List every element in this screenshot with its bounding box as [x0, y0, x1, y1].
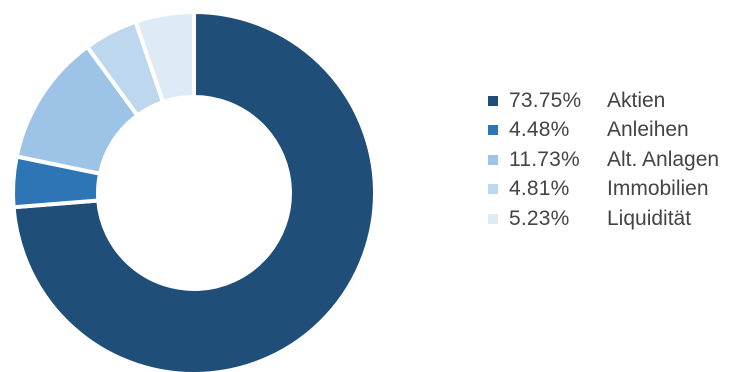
donut-slice-liquidit-t — [133, 9, 196, 105]
legend-item-immobilien: 4.81% Immobilien — [488, 175, 719, 205]
chart-legend: 73.75% Aktien 4.48% Anleihen 11.73% Alt.… — [488, 86, 719, 234]
legend-label: Anleihen — [607, 118, 689, 142]
legend-swatch — [488, 125, 498, 136]
legend-percent: 4.48% — [509, 118, 570, 142]
legend-swatch — [488, 213, 498, 224]
legend-label: Alt. Anlagen — [607, 147, 720, 171]
legend-swatch — [488, 184, 498, 195]
legend-swatch — [488, 154, 498, 165]
legend-label: Liquidität — [607, 206, 692, 230]
legend-percent: 5.23% — [509, 206, 570, 230]
donut-slice-aktien — [11, 9, 377, 372]
legend-label: Immobilien — [607, 177, 709, 201]
legend-item-liquiditaet: 5.23% Liquidität — [488, 204, 719, 234]
legend-percent: 11.73% — [509, 147, 580, 171]
legend-item-alt-anlagen: 11.73% Alt. Anlagen — [488, 145, 719, 175]
legend-item-anleihen: 4.48% Anleihen — [488, 116, 719, 146]
legend-label: Aktien — [607, 88, 666, 112]
legend-item-aktien: 73.75% Aktien — [488, 86, 719, 116]
legend-percent: 4.81% — [509, 177, 570, 201]
legend-swatch — [488, 95, 498, 106]
legend-percent: 73.75% — [509, 88, 582, 112]
